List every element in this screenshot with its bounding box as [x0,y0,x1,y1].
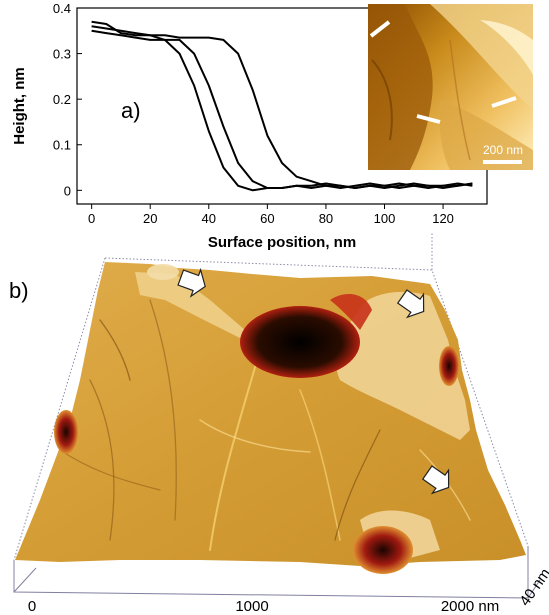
arrow-2 [396,289,425,319]
y-tick-label: 0 [64,183,71,198]
x-tick-1000: 1000 [235,598,268,615]
profile-line-3 [491,96,517,108]
arrow-1 [177,267,206,298]
bounding-box-base [13,546,541,599]
bounding-box [13,232,529,561]
upper-layer-region-2 [135,272,245,338]
top-notch [147,264,179,280]
x-tick-label: 20 [143,211,157,226]
upper-layer-region [336,291,470,440]
y-tick-label: 0.2 [53,92,71,107]
edge-pit-right [439,346,459,386]
panel-b-3d-surface: b) [9,232,549,615]
profile-line-2 [416,114,441,124]
x-tick-label: 80 [319,211,333,226]
bottom-pit [353,526,413,574]
y-tick-label: 0.1 [53,138,71,153]
z-tick-40: 40 nm [516,565,549,609]
y-tick-label: 0.4 [53,1,71,16]
arrow-markers [177,267,450,495]
y-axis-ticks: 0 0.1 0.2 0.3 0.4 [53,1,82,198]
panel-b-label: b) [9,278,29,303]
arrow-3 [421,465,450,495]
inset-afm-image: 200 nm [368,4,533,170]
scale-bar-label: 200 nm [483,143,523,157]
x-tick-label: 0 [88,211,95,226]
x-tick-2000: 2000 nm [441,598,499,615]
x-axis-ticks: 0 20 40 60 80 100 120 [88,204,454,226]
profile-line-1 [369,20,391,38]
x-axis-title: Surface position, nm [208,234,356,251]
y-tick-label: 0.3 [53,47,71,62]
grain-boundaries [59,299,471,551]
panel-a-line-chart: 0 0.1 0.2 0.3 0.4 0 20 40 60 80 100 120 Height, nm… [11,1,533,251]
x-tick-label: 60 [260,211,274,226]
y-axis-title: Height, nm [11,67,28,145]
edge-pit-left [54,410,78,454]
x-tick-0: 0 [28,598,36,615]
line-series-group [91,20,473,192]
large-pit [240,306,360,378]
x-tick-label: 100 [374,211,396,226]
x-tick-label: 40 [202,211,216,226]
pit-rim-highlight [330,294,372,330]
panel-a-label: a) [121,98,141,123]
height-profile-line-3 [91,20,473,189]
x-tick-label: 120 [432,211,454,226]
height-profile-line-2 [91,29,473,189]
